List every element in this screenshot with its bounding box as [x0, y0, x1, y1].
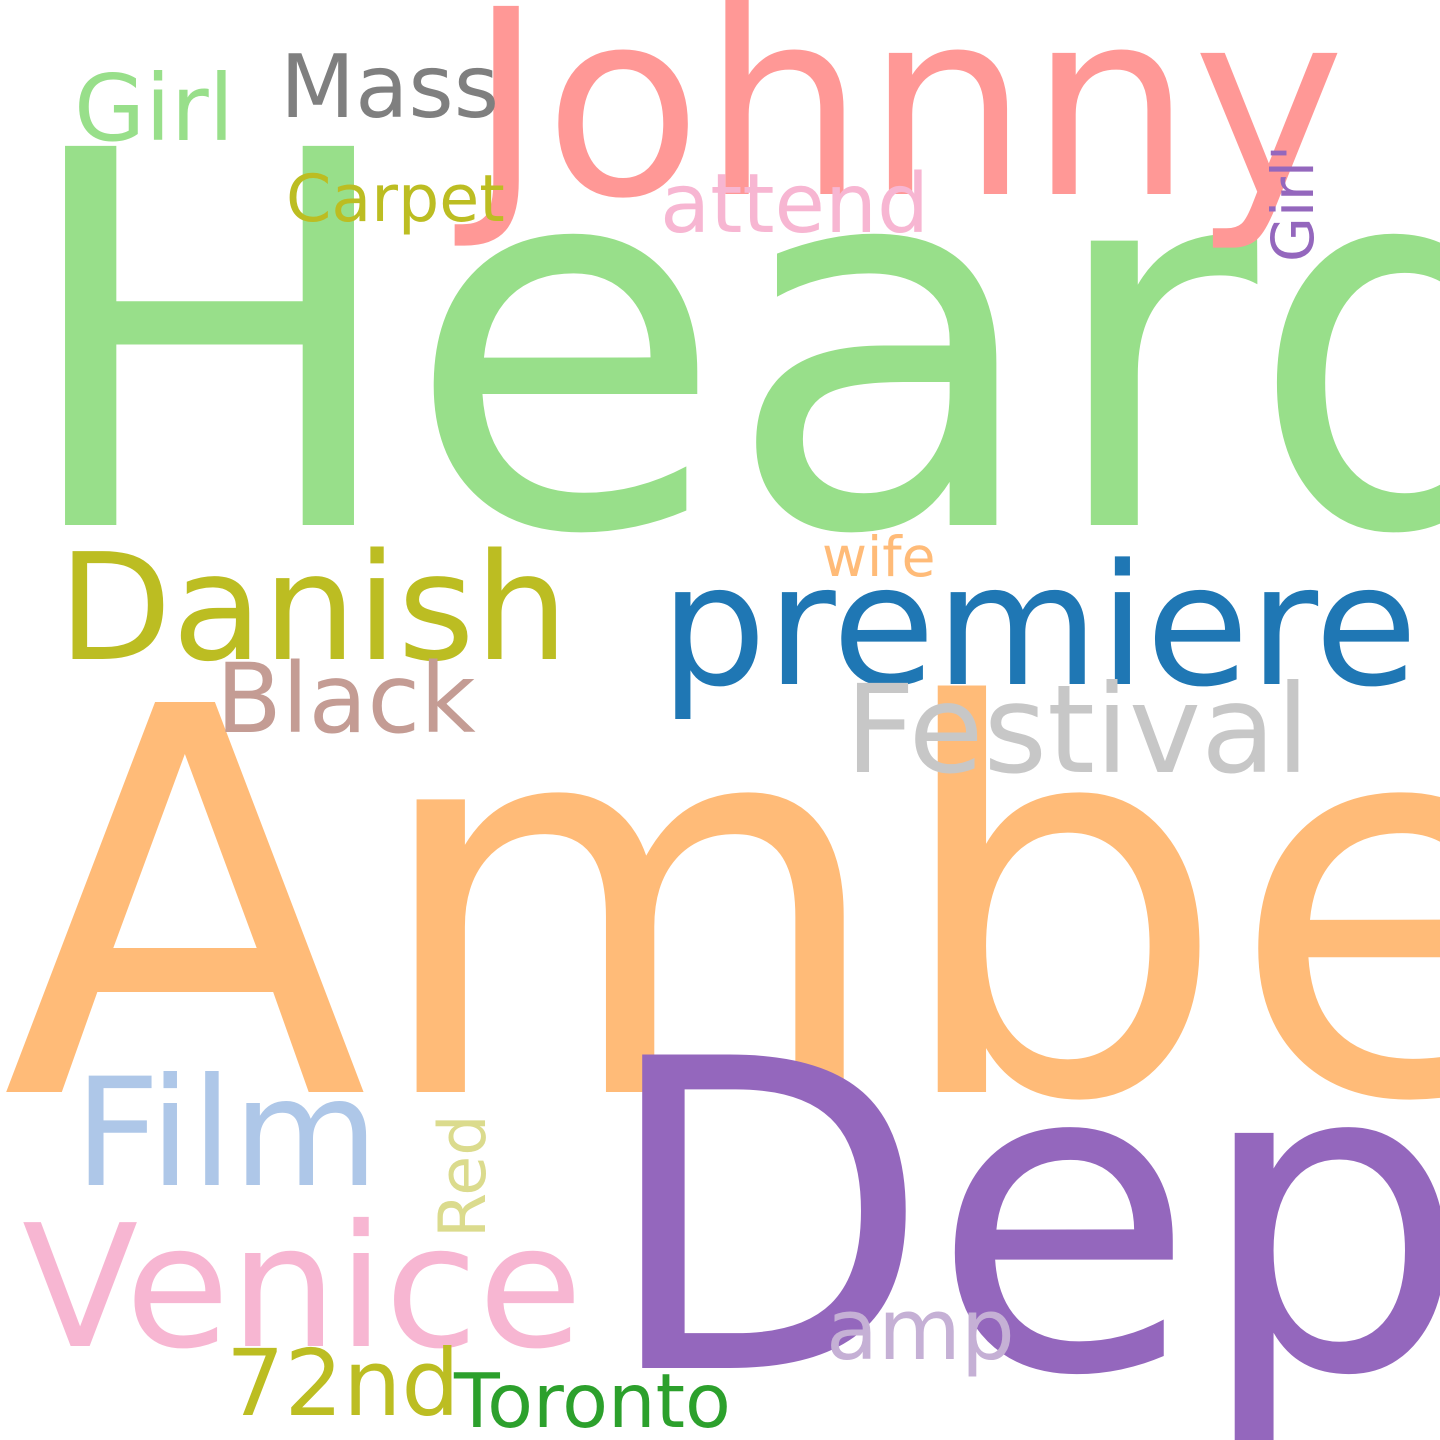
word-attend: attend	[660, 157, 930, 252]
word-amber: Amber	[2, 596, 1440, 1219]
word-venice: Venice	[22, 1189, 583, 1387]
word-festival: Festival	[845, 659, 1310, 801]
word-mass: Mass	[280, 36, 500, 138]
word-wife: wife	[822, 525, 936, 589]
word-premiere: premiere	[660, 528, 1418, 724]
word-girl: Girl	[74, 55, 235, 162]
word-amp: amp	[826, 1281, 1015, 1380]
word-72nd: 72nd	[226, 1330, 460, 1437]
word-girl-quote: Girl'	[1259, 145, 1327, 262]
word-carpet: Carpet	[286, 162, 505, 237]
word-toronto: Toronto	[454, 1357, 731, 1440]
word-johnny: Johnny	[468, 0, 1346, 255]
word-heard: Heard	[14, 42, 1440, 648]
word-red: Red	[426, 1114, 501, 1239]
word-danish: Danish	[58, 522, 569, 694]
word-black: Black	[216, 643, 476, 755]
word-film: Film	[74, 1047, 379, 1221]
